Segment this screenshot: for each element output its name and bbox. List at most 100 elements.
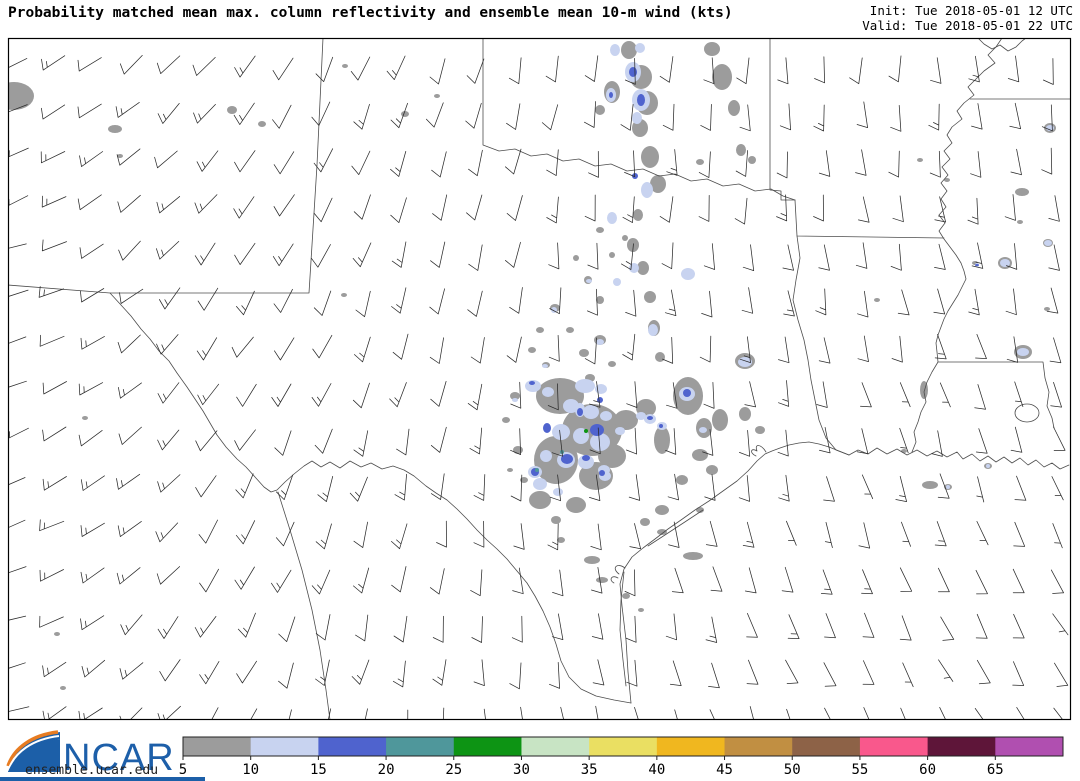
wind-barb [659, 196, 674, 223]
wind-barb [355, 290, 371, 318]
wind-barb [1010, 426, 1023, 453]
wind-barb [971, 103, 983, 130]
border-sabine-river [792, 235, 850, 456]
wind-barb [938, 659, 954, 682]
wind-barb [560, 706, 565, 720]
wind-barb [159, 287, 181, 310]
wind-barb [699, 335, 712, 363]
wind-barb [1041, 147, 1053, 175]
wind-barb [432, 194, 448, 221]
wind-barbs [8, 55, 1069, 720]
reflectivity-cell [590, 433, 610, 451]
reflectivity-cell [596, 296, 604, 304]
wind-barb [902, 662, 914, 688]
wind-barb [509, 662, 522, 690]
wind-barb [155, 522, 179, 543]
wind-barb [483, 708, 486, 720]
wind-barb [744, 381, 756, 408]
wind-barb [233, 102, 255, 125]
reflectivity-cell [739, 407, 751, 421]
wind-barb [396, 428, 410, 456]
reflectivity-cell [609, 92, 613, 98]
wind-barb [739, 336, 751, 363]
wind-barb [818, 337, 831, 364]
wind-barb [1050, 382, 1062, 408]
wind-barb [858, 522, 871, 549]
reflectivity-cell [557, 537, 565, 543]
wind-barb [511, 615, 523, 643]
wind-barb [156, 196, 181, 214]
wind-barb [621, 243, 634, 270]
wind-barb [628, 474, 641, 501]
wind-barb [626, 427, 637, 455]
wind-barb [432, 659, 447, 686]
reflectivity-cell [258, 121, 266, 127]
reflectivity-cell [632, 112, 642, 124]
wind-barb [591, 613, 604, 640]
wind-barb [234, 55, 256, 78]
wind-barb [250, 708, 258, 720]
wind-barb [895, 476, 907, 502]
wind-barb [313, 197, 333, 223]
wind-barb [890, 105, 902, 132]
reflectivity-cell [502, 417, 510, 423]
wind-barb [274, 337, 295, 361]
wind-barb [823, 476, 835, 502]
wind-barb [512, 567, 524, 595]
reflectivity-cell [542, 364, 548, 368]
wind-barb [391, 287, 407, 314]
wind-barb [860, 382, 872, 408]
wind-barb [665, 613, 677, 641]
wind-barb [8, 289, 29, 297]
wind-barb [787, 614, 800, 639]
wind-barb [1014, 475, 1027, 501]
wind-barb [849, 57, 863, 85]
wind-barb [469, 427, 483, 455]
reflectivity-cell [513, 446, 523, 454]
wind-barb [468, 149, 483, 177]
wind-barb [778, 380, 790, 407]
wind-barb [8, 104, 28, 113]
wind-barb [710, 566, 723, 592]
reflectivity-cell [1015, 188, 1029, 196]
wind-barb [117, 334, 141, 354]
wind-barb [855, 149, 867, 176]
wind-barb [288, 709, 292, 720]
reflectivity-cell [615, 427, 625, 435]
wind-barb [429, 568, 445, 595]
wind-barb [513, 523, 525, 550]
wind-barb [386, 55, 406, 80]
wind-barb [928, 103, 940, 131]
wind-barb [662, 103, 675, 131]
wind-barb [587, 288, 598, 316]
reflectivity-cell [8, 82, 34, 110]
wind-barb [233, 196, 255, 219]
wind-barb [777, 429, 789, 457]
reflectivity-cell [529, 381, 535, 385]
wind-barb [196, 150, 219, 172]
wind-barb [78, 707, 103, 720]
wind-barb [1048, 244, 1060, 271]
wind-barb [119, 55, 143, 75]
wind-barb [779, 103, 791, 131]
wind-barb [117, 521, 142, 537]
wind-barb [80, 475, 105, 491]
reflectivity-cell [582, 455, 590, 461]
wind-barb [888, 55, 902, 83]
wind-barb [634, 707, 639, 720]
wind-barb [120, 614, 143, 636]
wind-barb [193, 104, 216, 124]
reflectivity-cell [946, 485, 950, 489]
wind-barb [77, 103, 102, 119]
reflectivity-cell [608, 361, 616, 367]
reflectivity-cell [542, 387, 554, 397]
wind-barb [584, 101, 596, 128]
wind-barb [739, 430, 751, 457]
wind-barb [786, 708, 791, 720]
wind-barb [814, 56, 825, 84]
reflectivity-cell [529, 491, 551, 509]
wind-barb [510, 381, 522, 409]
reflectivity-cell [434, 94, 440, 98]
reflectivity-cell [622, 593, 630, 599]
